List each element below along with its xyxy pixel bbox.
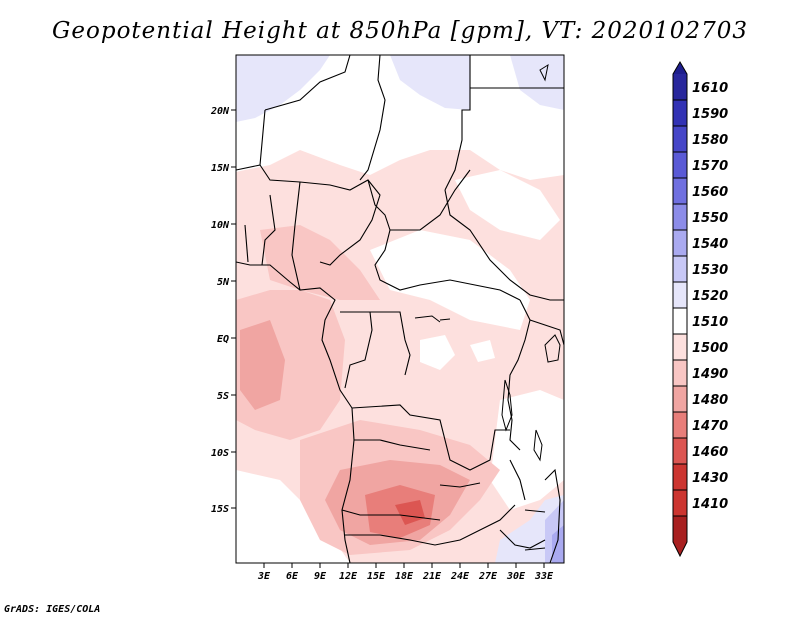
colorbar-seg-1560-1570 — [673, 152, 687, 178]
colorbar-seg-1460-1470 — [673, 412, 687, 438]
river-congo-2 — [439, 318, 451, 321]
colorbar-label-1470: 1470 — [692, 419, 728, 434]
field-1510-northwest — [236, 55, 330, 122]
lat-label-20n: 20N — [210, 106, 230, 117]
field-1500-blob-2 — [470, 340, 495, 362]
colorbar-arrow-top — [673, 62, 687, 74]
colorbar-seg-1500-1510 — [673, 308, 687, 334]
colorbar-label-1610: 1610 — [692, 81, 728, 96]
colorbar-label-1460: 1460 — [692, 445, 728, 460]
colorbar-label-1580: 1580 — [692, 133, 728, 148]
river-zambezi — [524, 547, 546, 551]
lat-label-15n: 15N — [211, 163, 230, 174]
lake-malawi — [533, 429, 543, 462]
colorbar-label-1520: 1520 — [692, 289, 728, 304]
colorbar-seg-1510-1520 — [673, 282, 687, 308]
lon-label-30e: 30E — [506, 571, 526, 582]
colorbar-seg-1410-1430 — [673, 464, 687, 490]
colorbar-label-1590: 1590 — [692, 107, 728, 122]
lon-label-18e: 18E — [395, 571, 414, 582]
lon-label-6e: 6E — [286, 571, 299, 582]
lat-label-5s: 5S — [217, 391, 229, 402]
lat-label-10s: 10S — [211, 448, 229, 459]
colorbar-arrow-bottom — [673, 542, 687, 556]
field-1500-east — [455, 170, 560, 240]
colorbar-seg-1590-1610 — [673, 74, 687, 100]
colorbar-seg-1490-1500 — [673, 334, 687, 360]
lon-label-24e: 24E — [450, 571, 470, 582]
lon-label-12e: 12E — [339, 571, 358, 582]
colorbar-label-1430: 1430 — [692, 471, 728, 486]
colorbar-seg-1580-1590 — [673, 100, 687, 126]
colorbar-seg-1520-1530 — [673, 256, 687, 282]
colorbar-label-1510: 1510 — [692, 315, 728, 330]
lakes — [414, 63, 561, 551]
river-congo-1 — [414, 315, 441, 323]
lake-tanganyika — [501, 379, 513, 432]
colorbar-seg-placeholder-a — [673, 490, 687, 516]
country-borders — [236, 55, 564, 563]
lat-label-15s: 15S — [211, 504, 229, 515]
longitude-axis: 3E 6E 9E 12E 15E 18E 21E 24E 27E 30E 33E — [257, 563, 554, 582]
map-frame — [235, 54, 565, 564]
field-1500-north — [236, 55, 564, 180]
lon-label-3e: 3E — [257, 571, 271, 582]
field-1530-southeast — [552, 525, 564, 563]
lake-kariba — [524, 509, 546, 513]
field-1430-south — [395, 500, 425, 525]
colorbar-label-1410: 1410 — [692, 497, 728, 512]
height-field — [236, 55, 564, 563]
lat-label-10n: 10N — [211, 220, 230, 231]
colorbar-seg-1540-1550 — [673, 204, 687, 230]
colorbar-seg-placeholder-b — [673, 516, 687, 542]
colorbar-seg-1470-1480 — [673, 386, 687, 412]
colorbar-label-1570: 1570 — [692, 159, 728, 174]
colorbar-seg-1480-1490 — [673, 360, 687, 386]
lon-label-27e: 27E — [478, 571, 498, 582]
colorbar-seg-1530-1540 — [673, 230, 687, 256]
colorbar-label-1560: 1560 — [692, 185, 728, 200]
colorbar-label-1550: 1550 — [692, 211, 728, 226]
latitude-axis: 20N 15N 10N 5N EQ 5S 10S 15S — [210, 106, 236, 515]
lat-label-5n: 5N — [217, 277, 230, 288]
credit-label: GrADS: IGES/COLA — [4, 604, 101, 615]
colorbar-seg-1430-1460 — [673, 438, 687, 464]
colorbar-label-1500: 1500 — [692, 341, 728, 356]
island-nile-delta — [539, 63, 549, 82]
field-1510-north — [390, 55, 470, 110]
lon-label-21e: 21E — [422, 571, 442, 582]
colorbar-label-1530: 1530 — [692, 263, 728, 278]
field-1500-blob-1 — [420, 335, 455, 370]
lake-victoria — [544, 334, 561, 363]
colorbar-seg-1570-1580 — [673, 126, 687, 152]
lat-label-eq: EQ — [217, 334, 229, 345]
field-1470-west — [240, 320, 285, 410]
map-title: Geopotential Height at 850hPa [gpm], VT:… — [52, 18, 748, 44]
field-1510-northeast — [510, 55, 564, 110]
colorbar-label-1480: 1480 — [692, 393, 728, 408]
lon-label-33e: 33E — [534, 571, 554, 582]
colorbar: 1610 1590 1580 1570 1560 1550 1540 1530 … — [672, 61, 728, 558]
lon-label-9e: 9E — [314, 571, 327, 582]
colorbar-label-1490: 1490 — [692, 367, 728, 382]
colorbar-seg-1550-1560 — [673, 178, 687, 204]
lon-label-15e: 15E — [367, 571, 386, 582]
colorbar-label-1540: 1540 — [692, 237, 728, 252]
